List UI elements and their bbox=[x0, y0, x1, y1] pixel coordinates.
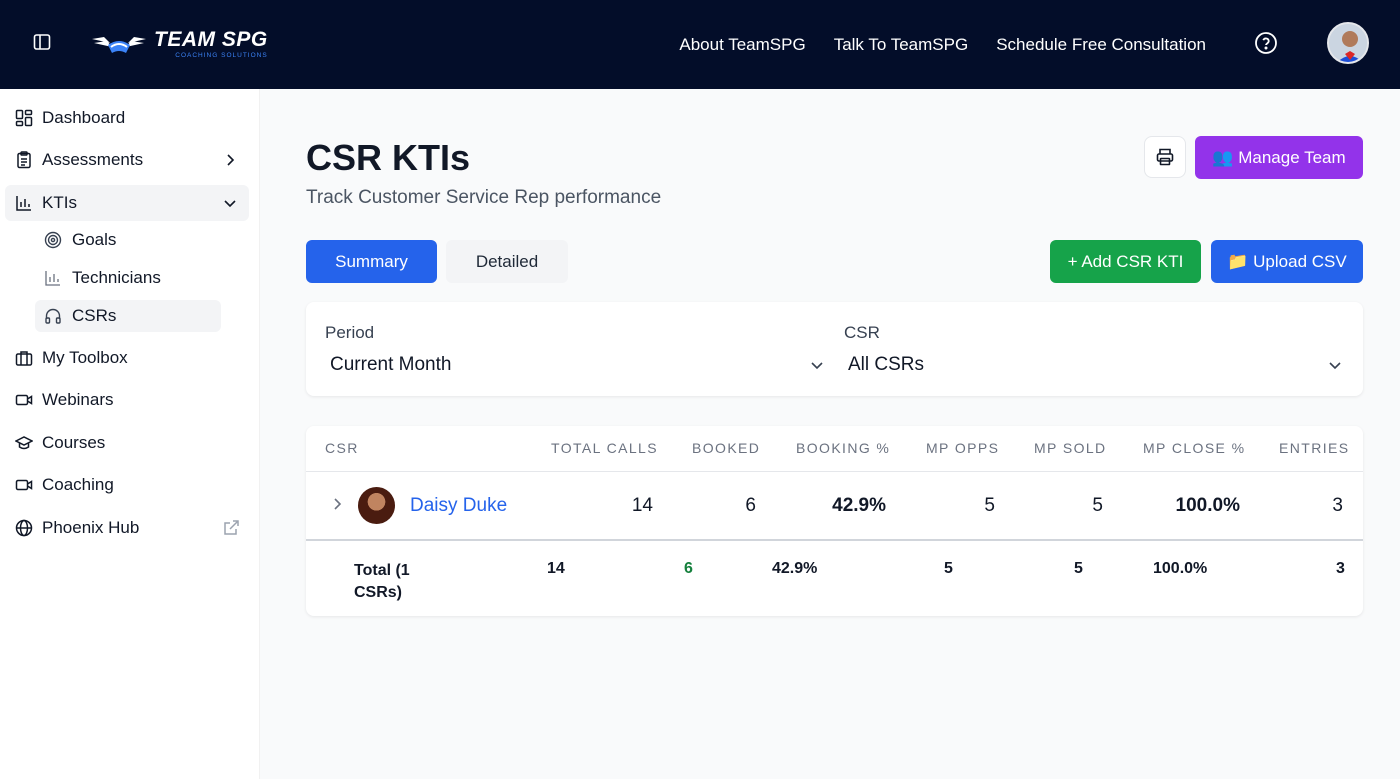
expand-row-icon[interactable] bbox=[330, 497, 344, 511]
sidebar-item-label: My Toolbox bbox=[42, 348, 128, 367]
total-booked: 6 bbox=[684, 560, 693, 577]
clipboard-icon bbox=[14, 150, 34, 170]
total-mp-opps: 5 bbox=[944, 560, 953, 577]
sidebar-item-label: KTIs bbox=[42, 193, 77, 212]
total-entries: 3 bbox=[1336, 560, 1345, 577]
cell-booking-pct: 42.9% bbox=[832, 495, 886, 516]
chevron-down-icon bbox=[811, 362, 823, 370]
sidebar-item-courses[interactable]: Courses bbox=[5, 425, 249, 461]
csr-table: CSR Total Calls Booked Booking % MP Opps… bbox=[306, 426, 1363, 616]
external-link-icon bbox=[224, 520, 239, 535]
sidebar-subitem-technicians[interactable]: Technicians bbox=[35, 262, 221, 294]
csr-avatar bbox=[358, 487, 395, 524]
logo-subtext: COACHING SOLUTIONS bbox=[175, 51, 268, 59]
dashboard-icon bbox=[14, 108, 34, 128]
total-mp-close-pct: 100.0% bbox=[1153, 560, 1208, 577]
nav-consultation-link[interactable]: Schedule Free Consultation bbox=[996, 34, 1206, 54]
column-header: Total Calls bbox=[551, 440, 658, 456]
total-booking-pct: 42.9% bbox=[772, 560, 818, 577]
sidebar-item-label: Assessments bbox=[42, 150, 144, 169]
cell-entries: 3 bbox=[1332, 495, 1343, 516]
sidebar-item-ktis[interactable]: KTIs bbox=[5, 185, 249, 221]
period-value: Current Month bbox=[330, 354, 452, 375]
sidebar-item-assessments[interactable]: Assessments bbox=[5, 142, 249, 178]
handshake-wings-icon bbox=[92, 37, 146, 53]
cell-mp-close-pct: 100.0% bbox=[1175, 495, 1240, 516]
sidebar-item-my-toolbox[interactable]: My Toolbox bbox=[5, 340, 249, 376]
nav-about-link[interactable]: About TeamSPG bbox=[679, 34, 806, 54]
headphones-icon bbox=[43, 306, 63, 326]
period-select[interactable]: Current Month bbox=[330, 350, 824, 380]
column-header: CSR bbox=[325, 440, 359, 456]
cell-total-calls: 14 bbox=[631, 495, 653, 516]
chevron-right-icon bbox=[227, 154, 235, 166]
csr-value: All CSRs bbox=[848, 354, 925, 375]
column-header: Booking % bbox=[796, 440, 891, 456]
divider bbox=[306, 471, 1363, 472]
tab-detailed[interactable]: Detailed bbox=[446, 240, 568, 283]
print-button[interactable] bbox=[1144, 136, 1186, 178]
page-title: CSR KTIs bbox=[306, 137, 471, 178]
main-content: CSR KTIs Track Customer Service Rep perf… bbox=[260, 89, 1400, 779]
top-nav: About TeamSPG Talk To TeamSPG Schedule F… bbox=[679, 0, 1206, 89]
total-total-calls: 14 bbox=[547, 560, 565, 577]
top-bar: TEAM SPG COACHING SOLUTIONS About TeamSP… bbox=[0, 0, 1400, 89]
total-label-line: Total (1 bbox=[354, 562, 410, 579]
divider bbox=[306, 539, 1363, 541]
video-icon bbox=[14, 475, 34, 495]
cell-booked: 6 bbox=[745, 495, 756, 516]
chevron-down-icon bbox=[1329, 362, 1341, 370]
sidebar-item-label: Webinars bbox=[42, 390, 114, 409]
sidebar-item-phoenix-hub[interactable]: Phoenix Hub bbox=[5, 510, 249, 546]
target-icon bbox=[43, 230, 63, 250]
sidebar-subitem-goals[interactable]: Goals bbox=[35, 224, 221, 256]
video-icon bbox=[14, 390, 34, 410]
cell-mp-opps: 5 bbox=[984, 495, 995, 516]
sidebar-subitem-label: Technicians bbox=[72, 268, 161, 287]
printer-icon bbox=[1156, 148, 1174, 166]
nav-talk-link[interactable]: Talk To TeamSPG bbox=[833, 34, 969, 54]
sidebar-item-label: Phoenix Hub bbox=[42, 518, 140, 537]
bar-chart-icon bbox=[14, 193, 34, 213]
sidebar-subitem-label: Goals bbox=[72, 230, 117, 249]
sidebar-subitem-csrs[interactable]: CSRs bbox=[35, 300, 221, 332]
help-icon[interactable] bbox=[1254, 31, 1278, 55]
column-header: MP Close % bbox=[1143, 440, 1246, 456]
briefcase-icon bbox=[14, 348, 34, 368]
globe-icon bbox=[14, 518, 34, 538]
csr-name-link[interactable]: Daisy Duke bbox=[410, 495, 508, 516]
csr-label: CSR bbox=[844, 323, 880, 342]
period-label: Period bbox=[325, 323, 375, 342]
logo[interactable]: TEAM SPG COACHING SOLUTIONS bbox=[90, 24, 268, 64]
manage-team-button[interactable]: 👥 Manage Team bbox=[1195, 136, 1363, 179]
column-header: MP Opps bbox=[926, 440, 1000, 456]
tab-summary[interactable]: Summary bbox=[306, 240, 437, 283]
sidebar-item-webinars[interactable]: Webinars bbox=[5, 382, 249, 418]
cell-mp-sold: 5 bbox=[1092, 495, 1103, 516]
sidebar-item-label: Coaching bbox=[42, 475, 114, 494]
upload-csv-button[interactable]: 📁 Upload CSV bbox=[1211, 240, 1363, 283]
page-subtitle: Track Customer Service Rep performance bbox=[306, 187, 662, 208]
csr-select[interactable]: All CSRs bbox=[848, 350, 1342, 380]
sidebar-item-coaching[interactable]: Coaching bbox=[5, 467, 249, 503]
total-mp-sold: 5 bbox=[1074, 560, 1083, 577]
bar-chart-icon bbox=[43, 268, 63, 288]
sidebar-item-label: Courses bbox=[42, 433, 106, 452]
column-header: Entries bbox=[1279, 440, 1350, 456]
sidebar-subitem-label: CSRs bbox=[72, 306, 117, 325]
user-avatar[interactable] bbox=[1327, 22, 1369, 64]
sidebar: Dashboard Assessments KTIs Goals Technic… bbox=[0, 89, 260, 779]
column-header: Booked bbox=[692, 440, 761, 456]
total-label: Total (1 CSRs) bbox=[354, 560, 410, 604]
total-label-line: CSRs) bbox=[354, 584, 403, 601]
sidebar-toggle-icon[interactable] bbox=[30, 30, 54, 54]
sidebar-item-dashboard[interactable]: Dashboard bbox=[5, 100, 249, 136]
column-header: MP Sold bbox=[1034, 440, 1107, 456]
add-csr-kti-button[interactable]: + Add CSR KTI bbox=[1050, 240, 1201, 283]
logo-text: TEAM SPG bbox=[154, 27, 268, 51]
chevron-down-icon bbox=[224, 200, 236, 208]
graduation-cap-icon bbox=[14, 433, 34, 453]
filters-card: Period Current Month CSR All CSRs bbox=[306, 302, 1363, 396]
sidebar-item-label: Dashboard bbox=[42, 108, 126, 127]
